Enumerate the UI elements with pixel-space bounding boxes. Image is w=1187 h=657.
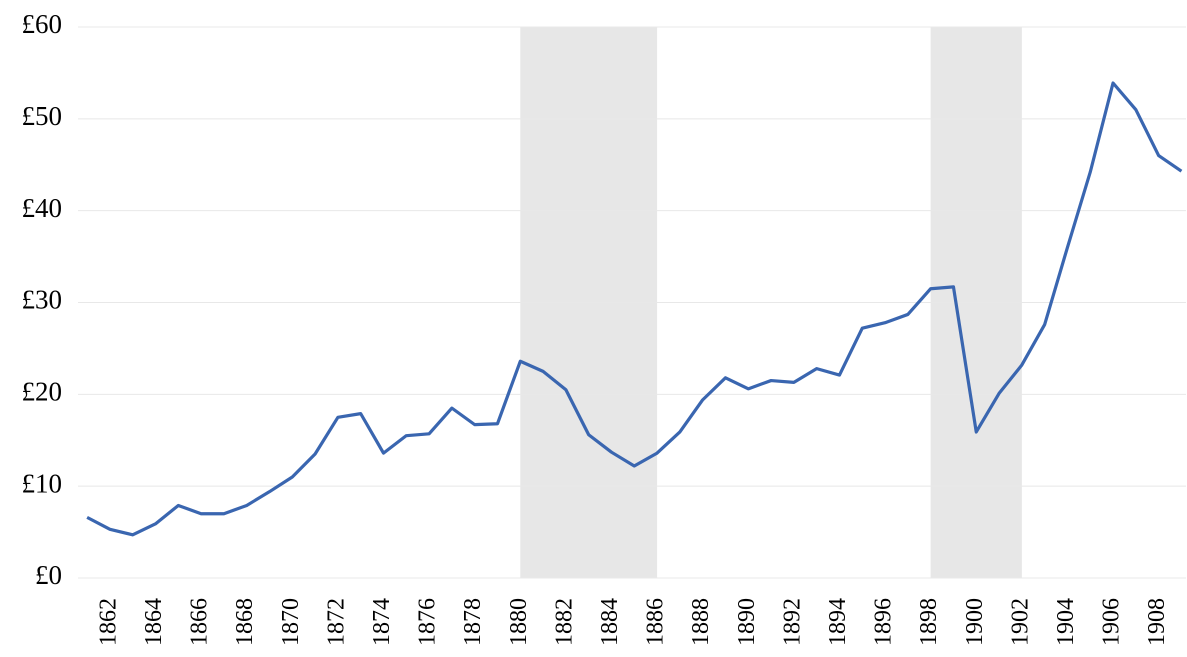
x-tick-label: 1872 — [323, 598, 349, 646]
x-tick-label: 1900 — [962, 598, 988, 646]
x-tick-label: 1862 — [95, 598, 121, 646]
x-tick-label: 1884 — [597, 598, 623, 646]
x-tick-label: 1864 — [141, 598, 167, 646]
x-tick-label: 1870 — [278, 598, 304, 646]
y-tick-label: £40 — [22, 193, 63, 223]
x-tick-label: 1868 — [232, 598, 258, 646]
y-tick-label: £20 — [22, 377, 63, 407]
x-tick-label: 1906 — [1099, 598, 1125, 646]
x-tick-label: 1888 — [688, 598, 714, 646]
y-tick-label: £60 — [22, 9, 63, 39]
y-tick-label: £30 — [22, 285, 63, 315]
x-tick-label: 1894 — [825, 598, 851, 646]
x-tick-label: 1902 — [1007, 598, 1033, 646]
y-tick-label: £10 — [22, 468, 63, 498]
x-tick-label: 1880 — [506, 598, 532, 646]
x-tick-label: 1866 — [187, 598, 213, 646]
x-tick-label: 1890 — [734, 598, 760, 646]
x-tick-label: 1908 — [1144, 598, 1170, 646]
data-line — [86, 81, 1183, 537]
x-tick-label: 1876 — [415, 598, 441, 646]
y-tick-label: £0 — [35, 560, 62, 590]
x-tick-label: 1878 — [460, 598, 486, 646]
x-tick-label: 1898 — [916, 598, 942, 646]
x-tick-label: 1886 — [643, 598, 669, 646]
y-tick-label: £50 — [22, 101, 63, 131]
x-tick-label: 1892 — [779, 598, 805, 646]
x-tick-label: 1882 — [551, 598, 577, 646]
x-tick-label: 1904 — [1053, 598, 1079, 646]
x-tick-label: 1874 — [369, 598, 395, 646]
x-tick-label: 1896 — [871, 598, 897, 646]
